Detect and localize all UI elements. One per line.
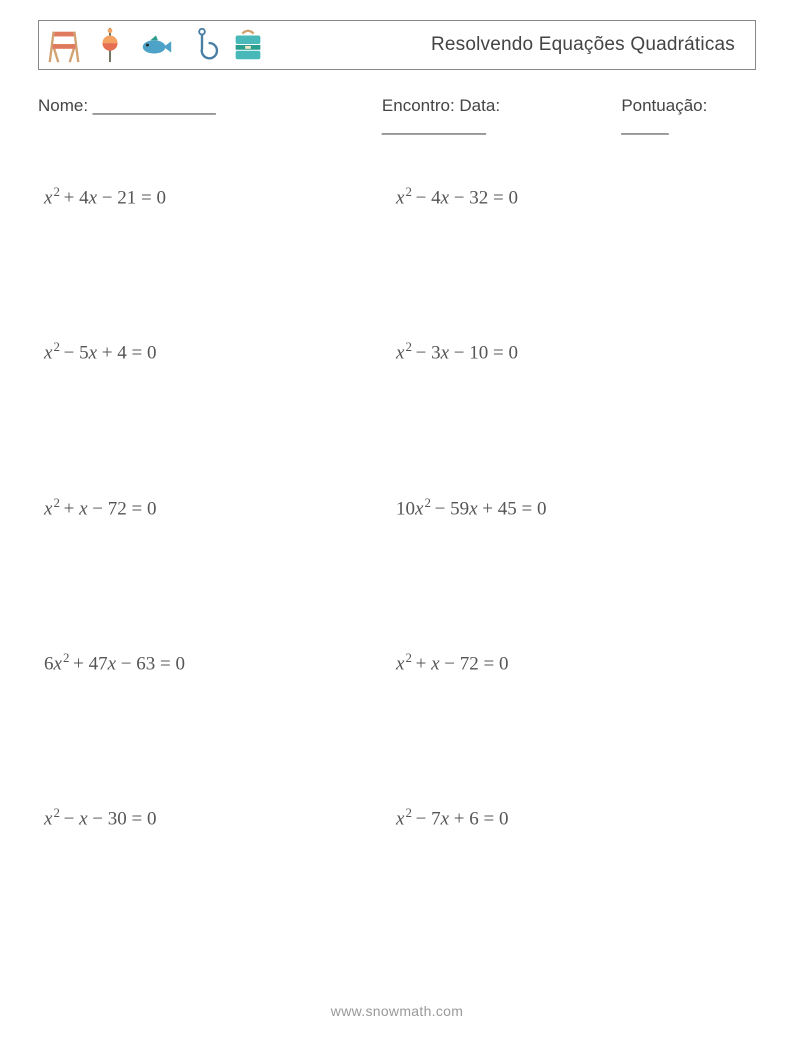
icons-row	[45, 26, 267, 64]
header-box: Resolvendo Equações Quadráticas	[38, 20, 756, 70]
equation: x2 − 5x + 4 = 0	[44, 339, 396, 364]
date-field-label: Encontro: Data: ___________	[382, 96, 603, 136]
meta-row: Nome: _____________ Encontro: Data: ____…	[38, 96, 756, 136]
equation: x2 − x − 30 = 0	[44, 805, 396, 830]
name-field-label: Nome: _____________	[38, 96, 382, 136]
fish-icon	[137, 26, 175, 64]
score-field-label: Pontuação: _____	[621, 96, 756, 136]
equation: x2 − 7x + 6 = 0	[396, 805, 756, 830]
worksheet-title: Resolvendo Equações Quadráticas	[431, 34, 749, 56]
hook-icon	[183, 26, 221, 64]
equation: x2 + x − 72 = 0	[396, 650, 756, 675]
equation: x2 + 4x − 21 = 0	[44, 184, 396, 209]
footer-text: www.snowmath.com	[0, 1003, 794, 1019]
chair-icon	[45, 26, 83, 64]
problems-grid: x2 + 4x − 21 = 0 x2 − 4x − 32 = 0 x2 − 5…	[38, 184, 756, 831]
box-icon	[229, 26, 267, 64]
equation: x2 − 4x − 32 = 0	[396, 184, 756, 209]
equation: 10x2 − 59x + 45 = 0	[396, 495, 756, 520]
equation: 6x2 + 47x − 63 = 0	[44, 650, 396, 675]
bobber-icon	[91, 26, 129, 64]
equation: x2 + x − 72 = 0	[44, 495, 396, 520]
equation: x2 − 3x − 10 = 0	[396, 339, 756, 364]
